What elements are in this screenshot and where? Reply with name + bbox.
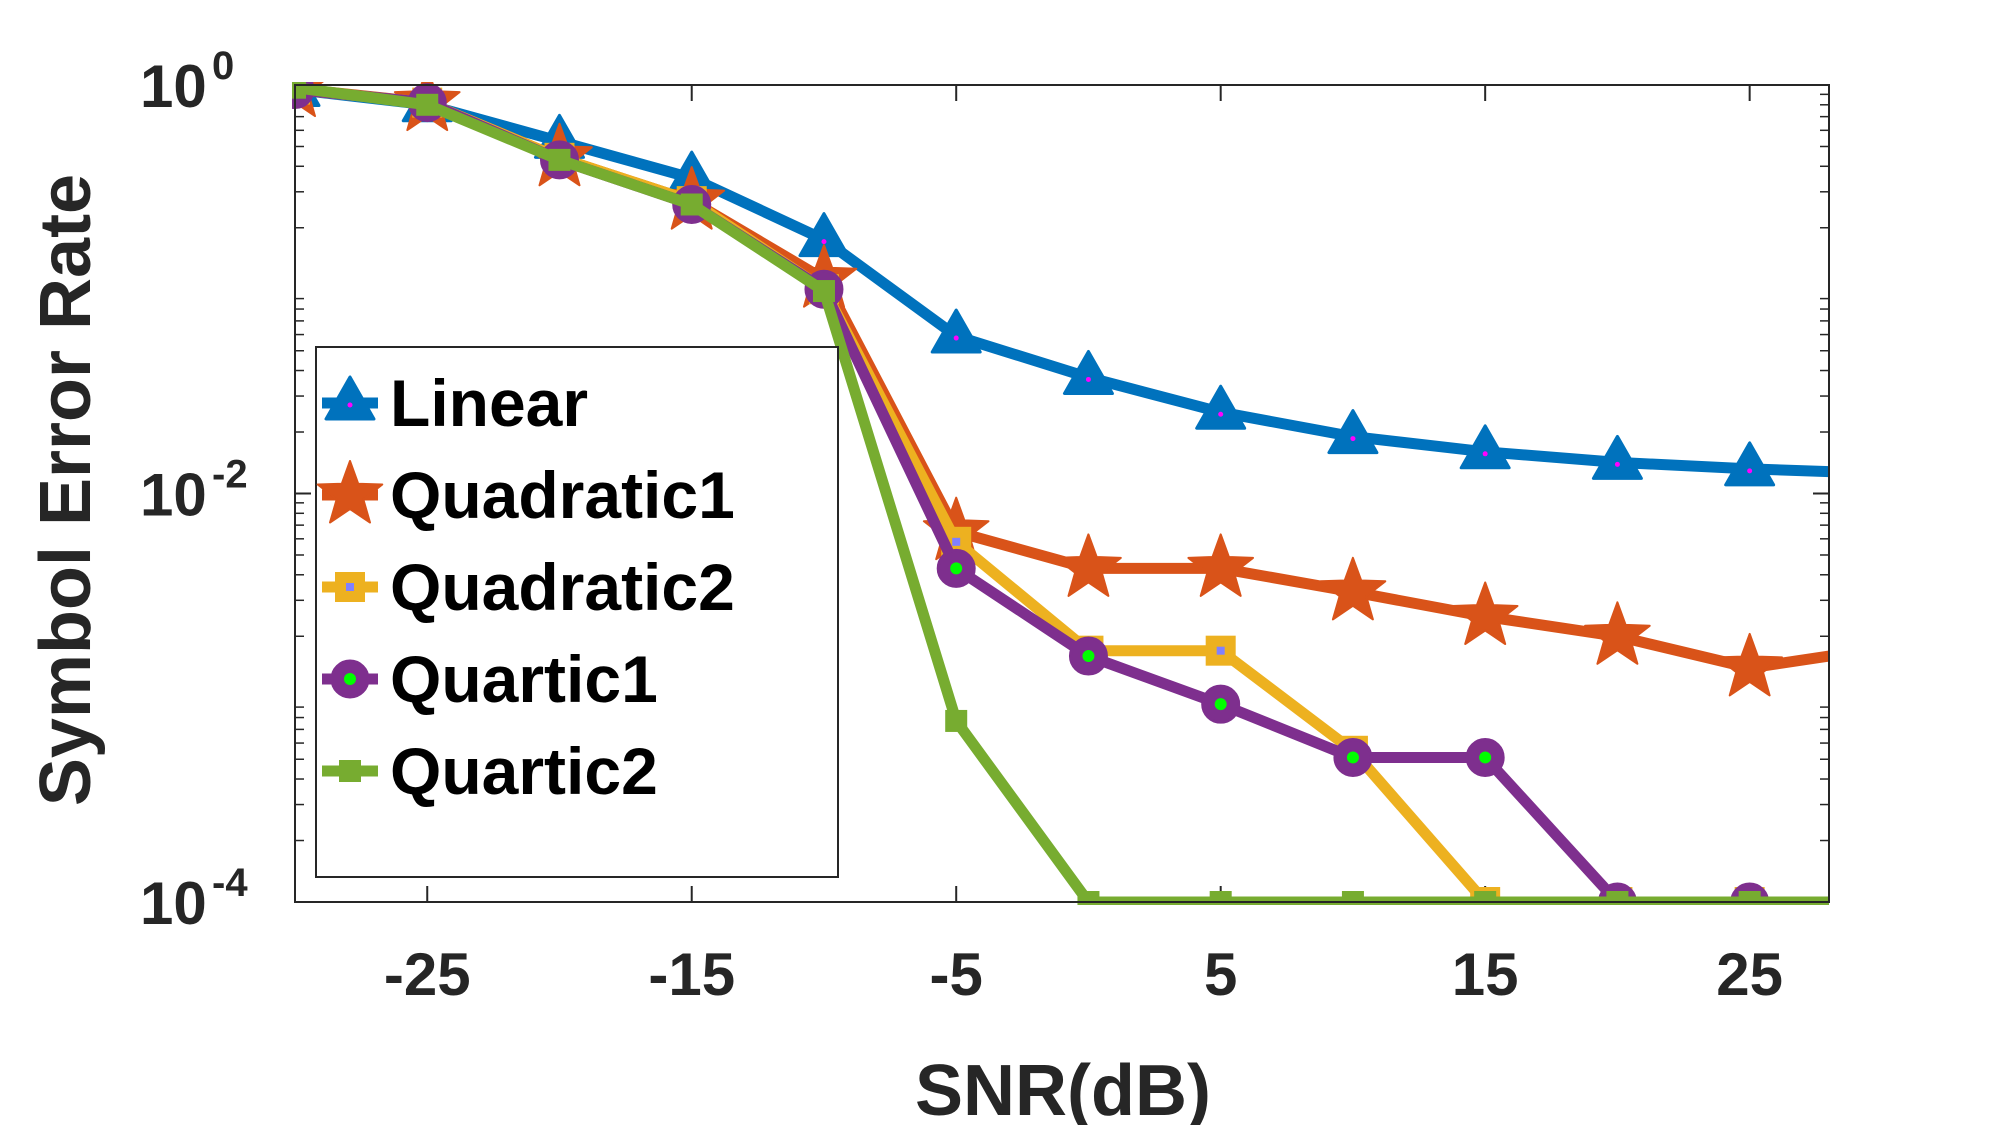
data-point — [1724, 441, 1776, 487]
legend-label: Linear — [390, 366, 588, 440]
legend-item: Quadratic1 — [316, 458, 735, 532]
y-tick-exponent: 0 — [212, 44, 234, 88]
data-point-center — [953, 335, 959, 341]
legend-box — [315, 346, 839, 878]
legend-item: Quartic2 — [322, 734, 658, 808]
data-point-center — [950, 562, 963, 575]
legend-label: Quadratic1 — [390, 458, 735, 532]
legend-label: Quartic2 — [390, 734, 658, 808]
data-point-center — [1216, 646, 1225, 655]
legend-marker — [324, 375, 376, 421]
x-axis-title: SNR(dB) — [915, 1051, 1211, 1125]
data-point-center — [1218, 411, 1224, 417]
y-axis-title: Symbol Error Rate — [26, 174, 106, 806]
legend-marker-center — [346, 583, 354, 591]
data-point-center — [1482, 451, 1488, 457]
x-tick-labels: -25 -15 -5 5 15 25 — [384, 941, 1783, 1008]
data-point — [1459, 424, 1511, 470]
legend-marker — [316, 460, 384, 524]
legend-item: Quartic1 — [322, 642, 658, 716]
legend-marker-center — [344, 673, 356, 685]
x-tick-label: 25 — [1716, 941, 1783, 1008]
x-tick-label: -25 — [384, 941, 471, 1008]
data-point-center — [1085, 376, 1091, 382]
minor-ticks — [295, 93, 1829, 842]
data-point-center — [1479, 751, 1492, 764]
plot-frame — [294, 84, 1830, 903]
x-tick-label: 5 — [1204, 941, 1237, 1008]
x-tick-label: 15 — [1452, 941, 1519, 1008]
data-point-center — [1082, 650, 1095, 663]
data-point-center — [952, 537, 961, 546]
y-tick-label: 10 — [140, 462, 207, 529]
data-point — [945, 709, 968, 732]
legend-item: Linear — [322, 366, 588, 440]
data-point — [680, 193, 703, 216]
data-point — [812, 280, 835, 303]
legend-label: Quadratic2 — [390, 550, 735, 624]
data-point — [416, 93, 439, 116]
legend-label: Quartic1 — [390, 642, 658, 716]
data-point — [1591, 434, 1643, 480]
y-tick-exponent: -2 — [212, 453, 248, 497]
data-point-center — [821, 239, 827, 245]
legend-item: Quadratic2 — [322, 550, 735, 624]
data-point-center — [1214, 698, 1227, 711]
y-tick-label: 10 — [140, 53, 207, 120]
data-point — [1062, 349, 1114, 395]
x-tick-label: -15 — [648, 941, 735, 1008]
data-point — [1205, 635, 1236, 666]
data-point — [1055, 533, 1122, 597]
legend: Linear Quadratic1 Quadratic2 Quartic1 Quarti… — [315, 346, 839, 878]
data-point — [1327, 409, 1379, 455]
data-point — [1195, 384, 1247, 430]
data-point-center — [1747, 468, 1753, 474]
legend-marker-center — [347, 402, 353, 408]
y-tick-label: 10 — [140, 870, 207, 937]
data-point — [1716, 632, 1783, 697]
data-point-center — [1350, 436, 1356, 442]
data-point — [1187, 533, 1254, 597]
data-point — [1584, 601, 1651, 665]
legend-marker — [339, 760, 361, 782]
y-tick-exponent: -4 — [212, 861, 248, 905]
data-point-center — [1614, 461, 1620, 467]
data-point — [548, 148, 571, 171]
x-tick-label: -5 — [930, 941, 983, 1008]
data-point — [930, 308, 982, 354]
data-point — [1451, 581, 1519, 645]
data-point — [1319, 556, 1387, 621]
data-point-center — [1346, 751, 1359, 764]
